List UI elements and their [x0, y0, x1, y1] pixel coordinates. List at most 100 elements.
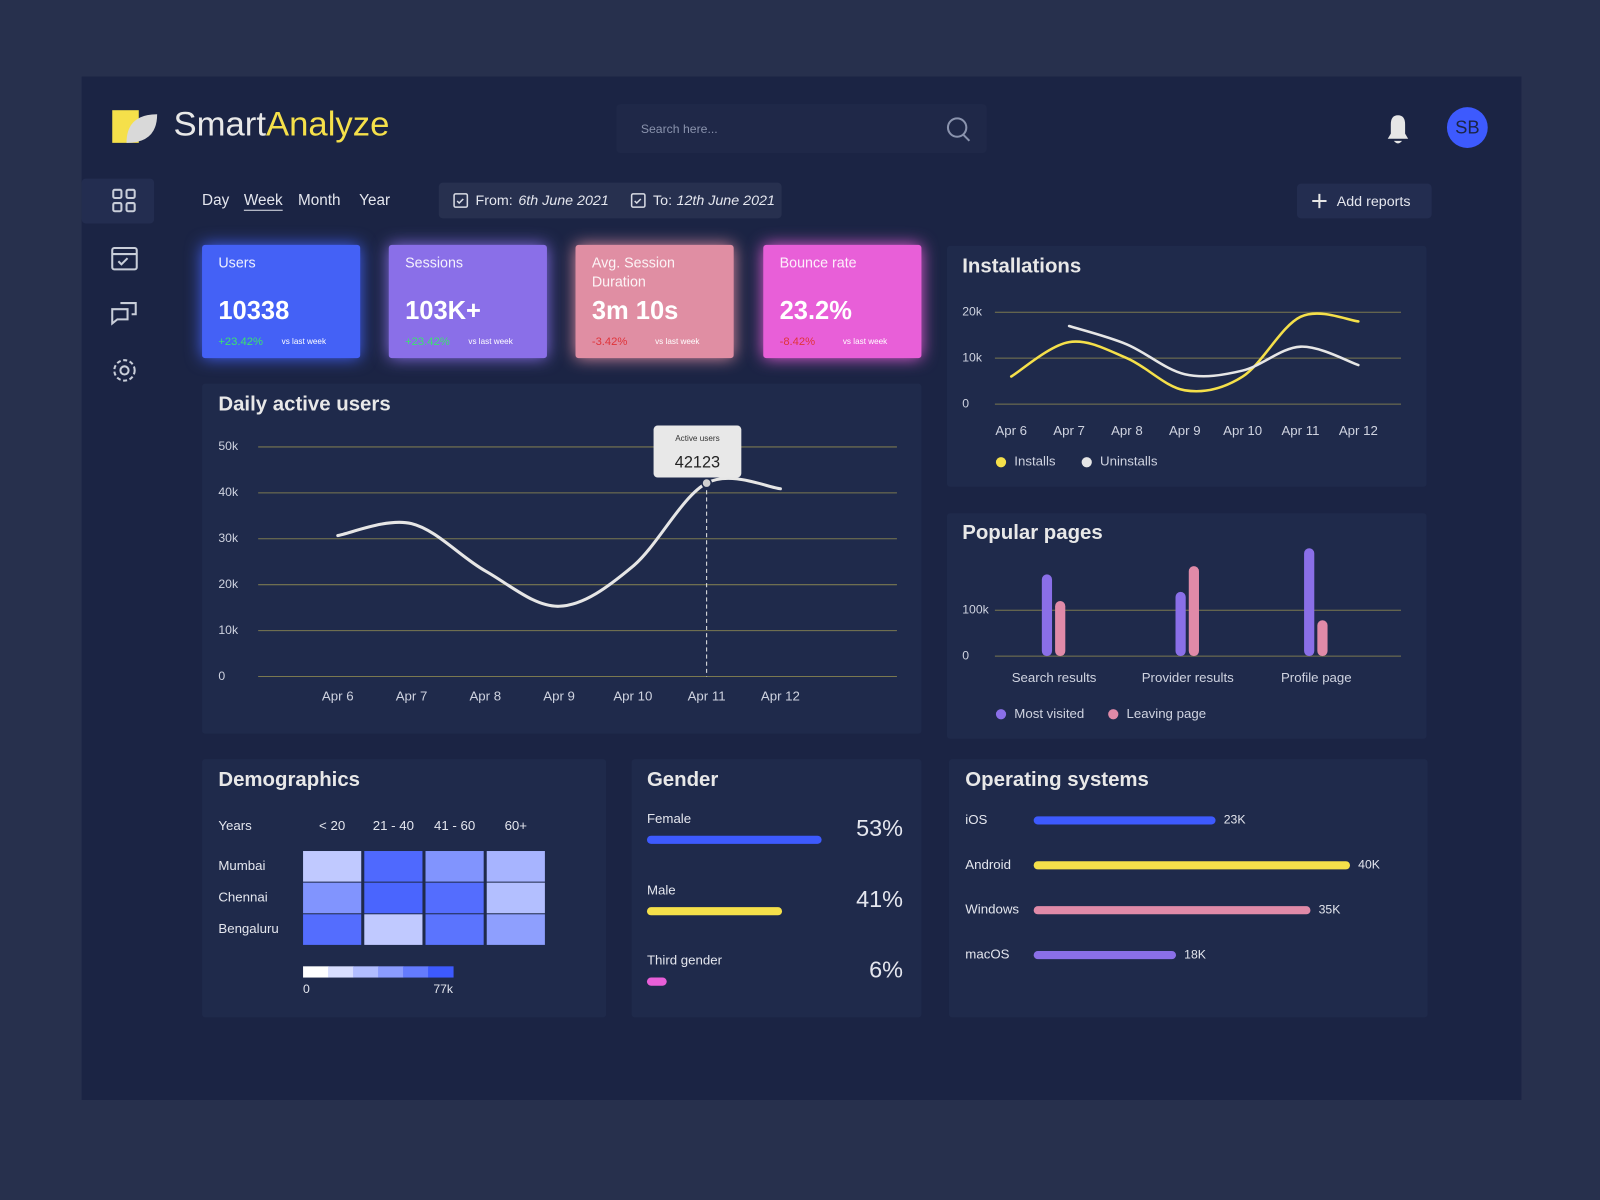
colorbar-step	[403, 966, 429, 978]
legend-marker	[1108, 709, 1119, 720]
kpi-comparison: vs last week	[282, 337, 327, 346]
heat-cell	[364, 914, 423, 945]
bar	[646, 835, 822, 844]
kpi-card	[388, 244, 547, 359]
panel-title: Gender	[647, 769, 718, 791]
period-option[interactable]: Month	[298, 192, 341, 209]
y-tick-label: 20k	[218, 577, 239, 591]
kpi-card	[202, 244, 361, 359]
avatar[interactable]	[1446, 107, 1488, 148]
kpi-value: 3m 10s	[592, 297, 679, 325]
x-tick-label: Apr 9	[543, 688, 575, 703]
panel-title: Installations	[962, 256, 1081, 278]
logo-first: Smart	[173, 106, 266, 144]
bar	[1033, 906, 1311, 915]
bar-label: Windows	[965, 902, 1019, 917]
column-label: 21 - 40	[373, 818, 414, 833]
heat-cell	[486, 851, 545, 882]
kpi-card	[575, 244, 734, 359]
value-label: 40K	[1358, 858, 1381, 872]
x-tick-label: Apr 10	[613, 688, 652, 703]
x-tick-label: Apr 8	[1111, 423, 1143, 438]
colorbar-tick-label: 0	[303, 982, 310, 996]
kpi-comparison: vs last week	[468, 337, 513, 346]
kpi-value: 103K+	[405, 297, 481, 325]
x-tick-label: Apr 7	[396, 688, 428, 703]
x-tick-label: Profile page	[1281, 670, 1352, 685]
logo-text: SmartAnalyze	[173, 106, 389, 144]
kpi-label: Avg. Session Duration	[591, 254, 675, 290]
legend-marker	[1081, 457, 1092, 468]
kpi-value: 23.2%	[780, 297, 852, 325]
legend-label: Leaving page	[1127, 706, 1207, 721]
kpi-label-box: Avg. Session Duration	[591, 254, 675, 290]
heat-cell	[303, 914, 362, 945]
date-range[interactable]	[438, 182, 782, 219]
x-tick-label: Apr 11	[1281, 423, 1319, 438]
value-label: 41%	[856, 886, 903, 912]
bar	[1033, 951, 1177, 960]
x-tick-label: Apr 7	[1053, 423, 1085, 438]
y-tick-label: 100k	[962, 602, 989, 616]
kpi-label-box: Sessions	[405, 254, 463, 270]
search-box[interactable]	[616, 104, 987, 154]
kpi-change: -8.42%	[780, 336, 816, 348]
period-option[interactable]: Year	[359, 192, 390, 209]
legend-marker	[995, 457, 1007, 468]
y-tick-label: 10k	[218, 623, 239, 637]
kpi-comparison: vs last week	[843, 337, 888, 346]
bell-icon[interactable]	[1387, 115, 1409, 144]
highlight-point	[701, 477, 712, 489]
colorbar-step	[428, 966, 454, 978]
nav-icons[interactable]	[111, 188, 138, 382]
x-tick-label: Apr 8	[469, 688, 501, 703]
colorbar-step	[353, 966, 379, 978]
heat-cell	[364, 851, 423, 882]
y-tick-label: 20k	[962, 304, 983, 318]
bar	[646, 977, 667, 986]
from-label: From:	[476, 193, 513, 209]
period-option[interactable]: Week	[244, 192, 283, 209]
plus-icon[interactable]	[1312, 193, 1327, 209]
add-reports-label[interactable]: Add reports	[1337, 194, 1411, 210]
colorbar-tick-label: 77k	[433, 982, 454, 996]
add-reports-button[interactable]	[1296, 183, 1432, 219]
search-icon[interactable]	[946, 117, 971, 142]
series-line	[1067, 324, 1360, 378]
legend-label: Uninstalls	[1100, 454, 1158, 469]
to-label: To:	[653, 193, 672, 209]
x-tick-label: Apr 10	[1223, 423, 1262, 438]
row-label: Mumbai	[218, 858, 265, 873]
x-tick-label: Search results	[1012, 670, 1097, 685]
period-option[interactable]: Day	[202, 192, 230, 209]
bar	[1304, 548, 1315, 657]
y-tick-label: 40k	[218, 485, 239, 499]
kpi-value: 10338	[218, 297, 289, 325]
panel-title: Popular pages	[962, 522, 1103, 544]
logo	[112, 110, 158, 143]
column-label: 41 - 60	[434, 818, 475, 833]
x-tick-label: Apr 9	[1169, 423, 1201, 438]
legend-label: Most visited	[1014, 706, 1084, 721]
x-tick-label: Apr 11	[688, 688, 726, 703]
tooltip-value: 42123	[675, 454, 720, 472]
bar	[1041, 574, 1053, 657]
value-label: 23K	[1224, 813, 1247, 827]
x-tick-label: Apr 12	[761, 688, 800, 703]
bar	[1033, 816, 1216, 825]
y-tick-label: 30k	[218, 531, 239, 545]
heat-cell	[425, 851, 484, 882]
x-tick-label: Apr 6	[322, 688, 354, 703]
legend-marker	[995, 709, 1007, 720]
column-label: 60+	[505, 818, 528, 833]
kpi-comparison: vs last week	[655, 337, 700, 346]
bar	[1033, 861, 1350, 870]
x-axis-label: Years	[218, 818, 252, 833]
panel-title: Daily active users	[218, 393, 390, 415]
avatar-initials: SB	[1455, 116, 1480, 137]
bar	[1317, 620, 1328, 657]
to-date: 12th June 2021	[677, 193, 775, 209]
nav-active	[81, 178, 155, 224]
kpi-label: Users	[218, 254, 256, 271]
